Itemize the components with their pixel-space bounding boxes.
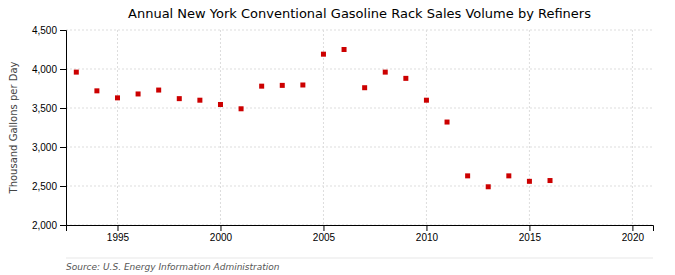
point <box>465 173 470 178</box>
point <box>218 102 223 107</box>
grid-line-y <box>66 69 653 70</box>
point <box>424 98 429 103</box>
point <box>321 52 326 57</box>
x-tick-label: 2010 <box>416 232 439 243</box>
grid-line-x <box>632 30 633 225</box>
y-tick-mark <box>60 108 66 109</box>
point <box>527 179 532 184</box>
grid-line-y <box>66 108 653 109</box>
x-tick-label: 2020 <box>622 232 645 243</box>
y-axis-title: Thousand Gallons per Day <box>8 61 19 194</box>
y-tick-mark <box>60 69 66 70</box>
point <box>136 91 141 96</box>
x-axis: 1995 2000 2005 2010 2015 2020 <box>67 225 654 243</box>
point <box>177 96 182 101</box>
point <box>259 84 264 89</box>
x-tick-label: 2000 <box>210 232 233 243</box>
grid-line-x <box>117 30 118 225</box>
y-tick-label: 4,000 <box>32 64 57 75</box>
point <box>506 173 511 178</box>
y-tick: 3,000 <box>32 142 66 153</box>
point <box>383 70 388 75</box>
x-tick-label: 1995 <box>107 232 130 243</box>
x-tick: 2000 <box>210 225 233 243</box>
point <box>362 85 367 90</box>
point <box>548 178 553 183</box>
chart: 1995 2000 2005 2010 2015 2020 2,000 2,500 3,000 3… <box>0 0 675 275</box>
y-tick-mark <box>60 30 66 31</box>
x-tick-label: 2005 <box>313 232 336 243</box>
y-tick: 4,500 <box>32 25 66 36</box>
point <box>300 82 305 87</box>
points <box>74 47 553 189</box>
grid-line-y <box>66 30 653 31</box>
y-tick-mark <box>60 147 66 148</box>
y-axis-line <box>60 31 67 226</box>
x-tick-mark <box>426 225 427 231</box>
point <box>156 88 161 93</box>
annotation: Source: U.S. Energy Information Administ… <box>66 262 280 272</box>
plot-area: 1995 2000 2005 2010 2015 2020 2,000 2,500 3,000 3… <box>32 25 654 243</box>
y-tick: 3,500 <box>32 103 66 114</box>
y-tick-label: 2,000 <box>32 220 57 231</box>
point <box>486 184 491 189</box>
y-tick-label: 3,500 <box>32 103 57 114</box>
point <box>74 70 79 75</box>
grid-line-y <box>66 147 653 148</box>
x-tick: 2015 <box>519 225 542 243</box>
y-tick: 4,000 <box>32 64 66 75</box>
grid-line-x <box>426 30 427 225</box>
x-tick-mark <box>529 225 530 231</box>
y-tick-mark <box>60 225 66 226</box>
y-tick-mark <box>60 186 66 187</box>
grid-line-x <box>220 30 221 225</box>
y-tick-label: 4,500 <box>32 25 57 36</box>
point <box>445 120 450 125</box>
x-tick: 2010 <box>416 225 439 243</box>
x-tick-mark <box>323 225 324 231</box>
grid-line-x <box>323 30 324 225</box>
x-tick: 2005 <box>313 225 336 243</box>
point <box>280 83 285 88</box>
x-tick: 1995 <box>107 225 130 243</box>
x-tick-mark <box>632 225 633 231</box>
title: Annual New York Conventional Gasoline Ra… <box>128 6 591 21</box>
x-tick: 2020 <box>622 225 645 243</box>
point <box>403 76 408 81</box>
point <box>94 88 99 93</box>
point <box>342 47 347 52</box>
grid-line-y <box>66 186 653 187</box>
x-axis-line <box>67 226 654 232</box>
point <box>239 106 244 111</box>
y-tick: 2,500 <box>32 181 66 192</box>
y-axis: 2,000 2,500 3,000 3,500 4,000 4,500 <box>32 25 67 231</box>
grid <box>66 30 653 225</box>
x-tick-label: 2015 <box>519 232 542 243</box>
y-tick-label: 3,000 <box>32 142 57 153</box>
x-tick-mark <box>117 225 118 231</box>
grid-line-x <box>529 30 530 225</box>
y-tick-label: 2,500 <box>32 181 57 192</box>
point <box>197 98 202 103</box>
separator <box>66 258 653 259</box>
y-tick: 2,000 <box>32 220 66 231</box>
x-tick-mark <box>220 225 221 231</box>
point <box>115 95 120 100</box>
